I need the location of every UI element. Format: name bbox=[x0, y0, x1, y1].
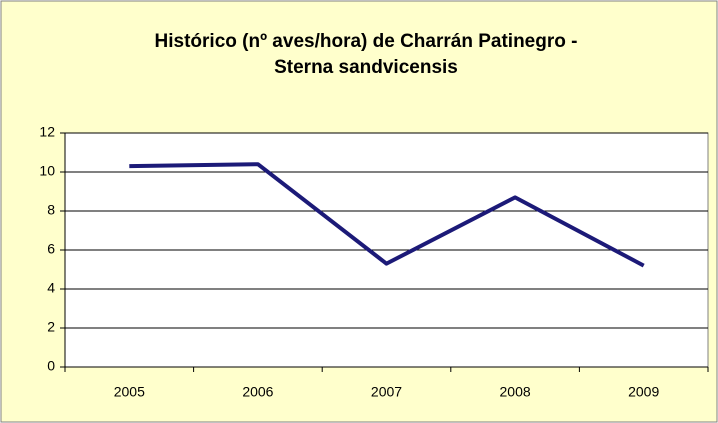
y-tick-label: 4 bbox=[47, 280, 55, 296]
x-tick-label: 2008 bbox=[500, 384, 531, 400]
line-series bbox=[129, 162, 645, 268]
y-tick-label: 6 bbox=[47, 241, 55, 257]
x-tick-label: 2005 bbox=[114, 384, 145, 400]
y-tick-label: 12 bbox=[39, 124, 55, 140]
chart-title: Histórico (nº aves/hora) de Charrán Pati… bbox=[155, 31, 578, 52]
y-tick-label: 0 bbox=[47, 358, 55, 374]
x-tick-label: 2009 bbox=[628, 384, 659, 400]
y-tick-label: 10 bbox=[39, 163, 55, 179]
x-tick-label: 2007 bbox=[371, 384, 402, 400]
y-tick-label: 8 bbox=[47, 202, 55, 218]
chart-title: Sterna sandvicensis bbox=[274, 57, 458, 78]
y-tick-label: 2 bbox=[47, 319, 55, 335]
x-tick-label: 2006 bbox=[242, 384, 273, 400]
